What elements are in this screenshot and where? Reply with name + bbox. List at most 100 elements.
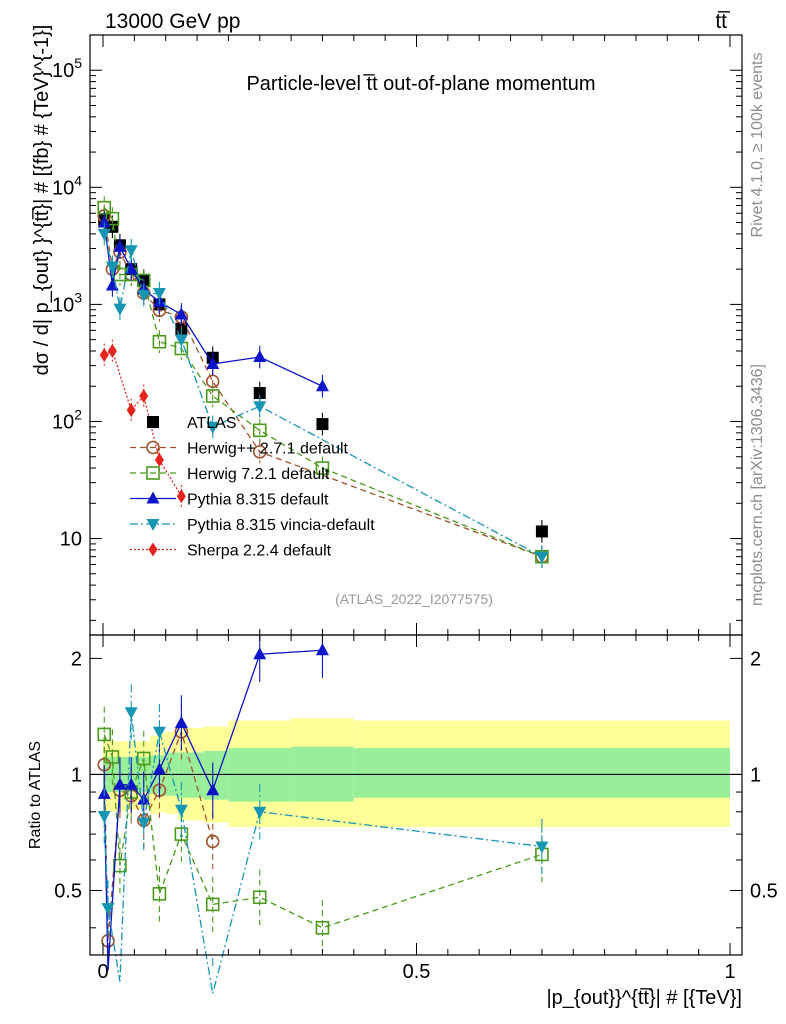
data-point [174, 827, 189, 841]
series-line [103, 207, 543, 558]
x-tick-label: 0.5 [403, 961, 431, 983]
data-point [535, 525, 548, 538]
legend-label: ATLAS [187, 415, 237, 432]
tick-exponent: 2 [74, 406, 82, 422]
series-line [103, 729, 214, 941]
main-y-tick-label: 105 [52, 55, 82, 82]
main-y-tick-label: 102 [52, 406, 82, 433]
data-point [113, 777, 127, 790]
data-point [152, 334, 167, 349]
data-point [174, 715, 188, 728]
data-point [124, 262, 138, 275]
main-y-tick-label: 104 [52, 172, 82, 199]
data-point [113, 858, 127, 873]
data-point [535, 841, 549, 854]
data-point [124, 707, 138, 720]
ratio-y-tick-label: 1 [71, 764, 82, 786]
data-point [136, 751, 151, 766]
legend-label: Herwig++ 2.7.1 default [187, 441, 349, 458]
data-point [124, 777, 138, 790]
data-point [253, 401, 267, 414]
analysis-id: (ATLAS_2022_I2077575) [335, 591, 493, 607]
legend-label: Herwig 7.2.1 default [187, 466, 330, 483]
legend-label: Sherpa 2.2.4 default [187, 543, 332, 560]
series-herwig-7-2-1-default [97, 706, 549, 955]
data-point [124, 245, 138, 258]
ratio-uncertainty-bands [90, 718, 742, 828]
band-inner-segment [353, 748, 730, 798]
data-point [152, 762, 166, 775]
tick-exponent: 5 [74, 55, 82, 71]
band-inner-segment [178, 752, 204, 798]
data-point [252, 445, 267, 459]
data-point [139, 389, 149, 404]
series-pythia-8-315-vincia-default [97, 684, 549, 994]
data-point [253, 806, 267, 819]
legend-label: Pythia 8.315 default [187, 492, 329, 509]
data-point [113, 239, 127, 252]
process-label: tt̅ [715, 10, 731, 33]
axes: 10 102 103 104 105 0.5 0.5 1 1 2 2 0 0.5 1 [52, 34, 778, 983]
ratio-y-tick-label-right: 1 [750, 764, 761, 786]
legend-label: Pythia 8.315 vincia-default [187, 517, 375, 534]
series-pythia-8-315-vincia-default [97, 222, 549, 569]
data-point [205, 834, 220, 849]
series-sherpa-2-2-4-default [99, 339, 186, 508]
data-point [107, 343, 117, 358]
data-point [97, 811, 111, 824]
main-panel-series [97, 196, 549, 569]
data-point [152, 288, 166, 301]
data-point [174, 307, 188, 320]
data-point [206, 356, 220, 369]
ratio-panel-series [97, 635, 549, 994]
x-axis-title: |p_{out}}^{tt̅}| # [{TeV}] [546, 987, 742, 1009]
series-line [103, 649, 323, 971]
data-point [315, 920, 330, 935]
series-line [103, 734, 543, 929]
data-point [206, 783, 220, 796]
data-point [315, 461, 330, 475]
ratio-y-tick-label: 2 [71, 648, 82, 670]
data-point [105, 750, 120, 764]
x-tick-label: 0 [97, 961, 108, 983]
data-point [535, 551, 549, 564]
legend-marker [146, 519, 160, 531]
data-point [99, 347, 109, 362]
legend: ATLAS Herwig++ 2.7.1 default Herwig 7.2.1 … [130, 415, 375, 560]
data-point [105, 261, 119, 274]
data-point [113, 303, 127, 316]
legend-marker [146, 466, 160, 480]
data-point [252, 890, 267, 905]
data-point [97, 215, 111, 228]
data-point [105, 211, 120, 226]
tick-exponent: 3 [74, 289, 82, 305]
ratio-y-tick-label-right: 0.5 [750, 880, 778, 902]
data-point [206, 421, 220, 434]
data-point [316, 418, 329, 431]
side-version-label: Rivet 4.1.0, ≥ 100k events [749, 53, 766, 238]
main-y-tick-label: 10 [60, 529, 82, 551]
data-point [174, 334, 188, 347]
series-line [103, 712, 542, 994]
data-point [137, 290, 151, 303]
data-point [137, 817, 151, 830]
data-point [205, 389, 220, 403]
legend-marker [147, 416, 159, 428]
data-point [253, 350, 267, 363]
ratio-y-axis-title: Ratio to ATLAS [27, 741, 44, 849]
energy-label: 13000 GeV pp [105, 10, 240, 33]
data-point [252, 423, 267, 438]
data-point [253, 647, 267, 660]
data-point [97, 727, 112, 742]
series-line [103, 233, 543, 558]
plot-title: Particle-level t̅t out-of-plane momentum [246, 73, 595, 95]
ratio-y-tick-label-right: 2 [750, 648, 761, 670]
legend-marker [146, 440, 160, 455]
band-inner-segment [159, 755, 166, 796]
x-tick-label: 1 [724, 961, 735, 983]
tick-exponent: 4 [74, 172, 82, 188]
data-point [176, 489, 186, 504]
data-point [152, 726, 166, 739]
data-point [101, 903, 115, 916]
series-line [103, 350, 182, 497]
